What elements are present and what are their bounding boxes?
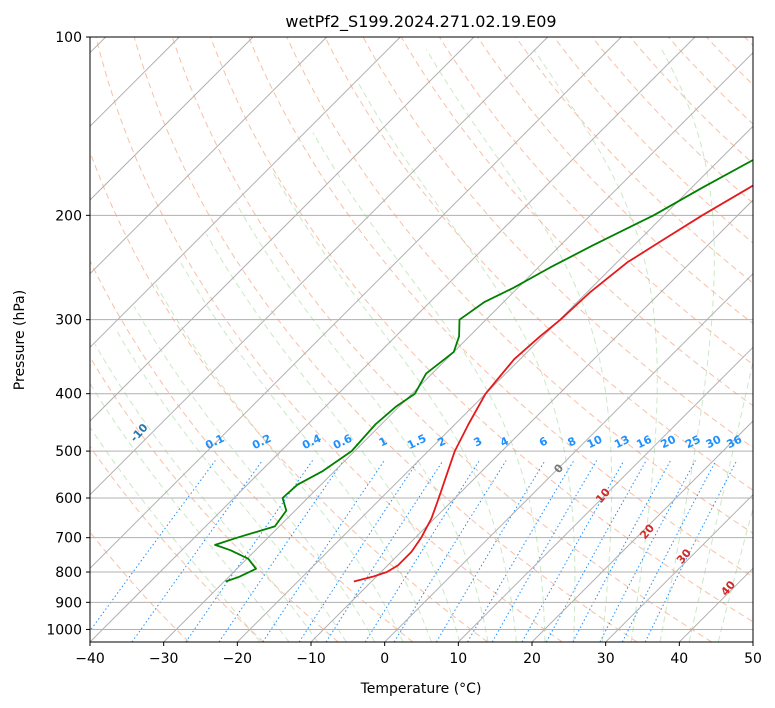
- mixing-ratio-label: 10: [585, 433, 605, 452]
- mixing-ratio-line-4: [262, 460, 385, 642]
- isotherm--20: [236, 125, 753, 642]
- moist-adiabat-44: [717, 506, 753, 642]
- x-axis-title: Temperature (°C): [360, 681, 482, 697]
- y-tick-label: 200: [55, 208, 82, 224]
- mixing-ratio-lines: [90, 460, 738, 642]
- moist-adiabat-24: [358, 83, 576, 642]
- y-tick-label: 500: [55, 444, 82, 460]
- mixing-ratio-line-12: [521, 460, 625, 642]
- y-tick-label: 100: [55, 30, 82, 46]
- dry-adiabat-0: [90, 259, 414, 642]
- moist-adiabat--20: [90, 426, 261, 642]
- x-tick-label: 50: [744, 651, 762, 667]
- mixing-ratio-line-9: [435, 460, 546, 642]
- moist-adiabat-40: [688, 358, 753, 642]
- dry-adiabat-60: [248, 37, 753, 578]
- dry-adiabat-160: [629, 37, 753, 165]
- moist-adiabats: [90, 49, 753, 642]
- y-tick-label: 800: [55, 565, 82, 581]
- mixing-ratio-label: 16: [634, 433, 654, 452]
- x-tick-label: 30: [597, 651, 615, 667]
- dry-adiabat-80: [324, 37, 753, 491]
- x-tick-label: 40: [670, 651, 688, 667]
- moist-adiabat--4: [133, 306, 376, 642]
- isotherm--10: [310, 199, 753, 642]
- mixing-ratio-label: 25: [683, 433, 702, 451]
- mixing-ratio-label: 36: [725, 433, 745, 452]
- isotherm-0: [384, 272, 753, 642]
- sounding-profiles: [214, 158, 753, 583]
- y-tick-label: 300: [55, 313, 82, 329]
- mixing-ratio-line-8: [393, 460, 507, 642]
- mixing-ratio-line-0: [90, 460, 216, 632]
- dry-adiabat-50: [210, 37, 753, 623]
- y-axis-title: Pressure (hPa): [12, 290, 28, 390]
- isotherm--80: [90, 37, 401, 349]
- x-tick-label: 0: [380, 651, 389, 667]
- temperature-profile: [353, 184, 753, 583]
- isotherm--40: [90, 37, 696, 642]
- moist-adiabat-8: [205, 233, 461, 642]
- moist-adiabat-0: [154, 282, 404, 642]
- y-tick-label: 1000: [46, 622, 82, 638]
- mixing-ratio-label: 30: [704, 433, 724, 452]
- dewpoint-profile: [214, 158, 753, 583]
- dry-adiabat-150: [591, 37, 753, 204]
- isotherm--100: [90, 37, 254, 201]
- isotherm--30: [163, 51, 753, 642]
- moist-adiabat-36: [659, 49, 715, 642]
- y-axis-ticks: 100 200 300 400 500 600 700 800 900 1000: [46, 30, 90, 638]
- moist-adiabat-16: [273, 173, 517, 642]
- plot-frame: [89, 36, 754, 643]
- dry-adiabat-30: [133, 37, 638, 642]
- dry-adiabat--20: [90, 445, 264, 642]
- mixing-ratio-line-5: [298, 460, 419, 642]
- isotherm--90: [90, 37, 328, 275]
- isotherm--60: [90, 37, 549, 496]
- dry-adiabat-130: [515, 37, 753, 284]
- moist-adiabat-12: [235, 201, 489, 642]
- x-tick-label: −40: [75, 651, 105, 667]
- dry-adiabat-40: [171, 37, 712, 642]
- x-tick-label: −20: [223, 651, 253, 667]
- mixing-ratio-line-17: [644, 460, 738, 642]
- isotherm-grid: [90, 37, 753, 642]
- moist-adiabat-32: [533, 49, 658, 642]
- chart-title: wetPf2_S199.2024.271.02.19.E09: [285, 12, 556, 32]
- mixing-ratio-line-13: [545, 460, 647, 642]
- isotherm-30: [605, 493, 753, 642]
- y-tick-label: 400: [55, 387, 82, 403]
- isotherm--70: [90, 37, 475, 422]
- mixing-ratio-line-11: [491, 460, 598, 642]
- isotherm-20: [531, 420, 753, 642]
- mixing-ratio-line-3: [218, 460, 344, 642]
- y-tick-label: 700: [55, 531, 82, 547]
- mixing-ratio-label: 13: [612, 433, 631, 451]
- x-tick-label: −30: [149, 651, 179, 667]
- mixing-ratio-line-10: [467, 460, 575, 642]
- x-tick-label: 10: [449, 651, 467, 667]
- mixing-ratio-line-1: [131, 460, 263, 642]
- isotherm--50: [90, 37, 622, 570]
- moist-adiabat--16: [90, 382, 290, 642]
- y-tick-label: 600: [55, 491, 82, 507]
- x-axis-ticks: −40 −30 −20 −10 0 10 20 30 40 50: [75, 642, 762, 667]
- isotherm-10: [457, 346, 753, 642]
- mixing-ratio-label: 20: [659, 433, 679, 452]
- plot-area: 0.10.20.40.611.52346810131620253036-100-…: [90, 37, 753, 642]
- dry-adiabat-100: [400, 37, 753, 407]
- x-tick-label: −10: [296, 651, 326, 667]
- dry-adiabat-120: [477, 37, 753, 325]
- x-tick-label: 20: [523, 651, 541, 667]
- dry-adiabat-20: [95, 37, 563, 642]
- moist-adiabat-4: [180, 262, 432, 642]
- y-tick-label: 900: [55, 595, 82, 611]
